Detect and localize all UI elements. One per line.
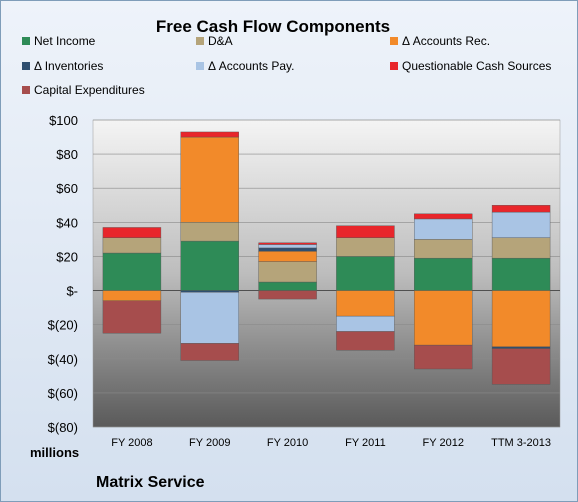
bar-questionable-cash-sources-fy-2009 (180, 131, 239, 138)
legend-swatch-capital-expenditures (22, 86, 30, 94)
bar-accounts-pay-fy-2011 (336, 315, 395, 332)
y-tick-label: $80 (56, 147, 78, 162)
y-tick-label: $60 (56, 181, 78, 196)
legend-item-net-income: Net Income (34, 34, 96, 48)
bar-capital-expenditures-fy-2011 (336, 331, 395, 351)
bar-d-a-fy-2010 (258, 261, 317, 283)
x-tick-label-fy-2008: FY 2008 (111, 437, 152, 449)
legend-item-questionable-cash-sources: Questionable Cash Sources (402, 59, 551, 73)
x-tick-label-fy-2012: FY 2012 (423, 437, 464, 449)
y-tick-label: $100 (49, 113, 78, 128)
bar-d-a-ttm-3-2013 (491, 237, 551, 259)
legend-swatch-d-a (196, 37, 204, 45)
y-axis-label: millions (30, 445, 79, 460)
bar-capital-expenditures-fy-2012 (414, 344, 473, 370)
x-tick-label-fy-2011: FY 2011 (345, 437, 386, 449)
bar-accounts-pay-fy-2009 (180, 292, 239, 344)
bar-questionable-cash-sources-fy-2012 (414, 213, 473, 220)
bar-inventories-fy-2009 (180, 290, 239, 293)
bar-accounts-rec-fy-2011 (336, 290, 395, 317)
y-tick-label: $(60) (48, 386, 78, 401)
company-name: Matrix Service (96, 474, 205, 491)
bar-net-income-fy-2008 (102, 252, 162, 291)
plot-area (92, 119, 561, 428)
bar-accounts-pay-fy-2010 (258, 244, 317, 249)
bar-capital-expenditures-fy-2009 (180, 343, 239, 361)
legend: Net Income D&A Δ Accounts Rec. Δ Inventorie… (22, 34, 551, 97)
bar-questionable-cash-sources-fy-2011 (336, 225, 395, 238)
legend-item-capital-expenditures: Capital Expenditures (34, 83, 145, 97)
legend-item-accounts-rec: Δ Accounts Rec. (402, 34, 490, 48)
bar-net-income-fy-2009 (180, 240, 239, 291)
bar-capital-expenditures-fy-2008 (102, 300, 162, 334)
bar-d-a-fy-2008 (102, 237, 162, 254)
bar-inventories-ttm-3-2013 (491, 346, 551, 349)
bar-net-income-fy-2011 (336, 256, 395, 291)
x-tick-label-fy-2009: FY 2009 (189, 437, 230, 449)
bar-capital-expenditures-ttm-3-2013 (491, 348, 551, 385)
y-tick-label: $(80) (48, 420, 78, 435)
bar-accounts-rec-ttm-3-2013 (491, 290, 551, 348)
bar-capital-expenditures-fy-2010 (258, 290, 317, 300)
chart-title: Free Cash Flow Components (156, 17, 390, 36)
legend-item-inventories: Δ Inventories (34, 59, 103, 73)
bar-accounts-rec-fy-2010 (258, 251, 317, 262)
bar-accounts-rec-fy-2012 (414, 290, 473, 346)
bars (102, 131, 551, 385)
bar-accounts-rec-fy-2008 (102, 290, 162, 301)
legend-swatch-net-income (22, 37, 30, 45)
legend-swatch-accounts-rec (390, 37, 398, 45)
bar-net-income-fy-2010 (258, 281, 317, 291)
legend-swatch-accounts-pay (196, 62, 204, 70)
bar-accounts-rec-fy-2009 (180, 136, 239, 223)
bar-d-a-fy-2011 (336, 237, 395, 257)
y-tick-label: $- (66, 284, 78, 299)
bar-net-income-fy-2012 (414, 257, 473, 291)
bar-questionable-cash-sources-fy-2008 (102, 227, 162, 238)
y-tick-label: $40 (56, 215, 78, 230)
legend-item-d-a: D&A (208, 34, 233, 48)
legend-swatch-questionable-cash-sources (390, 62, 398, 70)
gridlines (93, 119, 560, 428)
bar-net-income-ttm-3-2013 (491, 257, 551, 291)
y-tick-label: $(20) (48, 318, 78, 333)
bar-questionable-cash-sources-ttm-3-2013 (491, 205, 551, 213)
bar-d-a-fy-2009 (180, 222, 239, 242)
x-tick-label-fy-2010: FY 2010 (267, 437, 308, 449)
x-tick-label-ttm-3-2013: TTM 3-2013 (491, 437, 551, 449)
x-axis: FY 2008 FY 2009 FY 2010 FY 2011 FY 2012 TTM 3… (111, 437, 551, 449)
y-tick-label: $(40) (48, 352, 78, 367)
y-tick-label: $20 (56, 249, 78, 264)
bar-d-a-fy-2012 (414, 239, 473, 259)
bar-inventories-fy-2010 (258, 247, 317, 252)
legend-item-accounts-pay: Δ Accounts Pay. (208, 59, 295, 73)
bar-questionable-cash-sources-fy-2010 (258, 242, 317, 245)
bar-accounts-pay-fy-2012 (414, 218, 473, 240)
y-axis: $(80) $(60) $(40) $(20) $- $20 $40 $60 $80 $100 (48, 113, 78, 435)
legend-swatch-inventories (22, 62, 30, 70)
bar-accounts-pay-ttm-3-2013 (491, 211, 551, 238)
